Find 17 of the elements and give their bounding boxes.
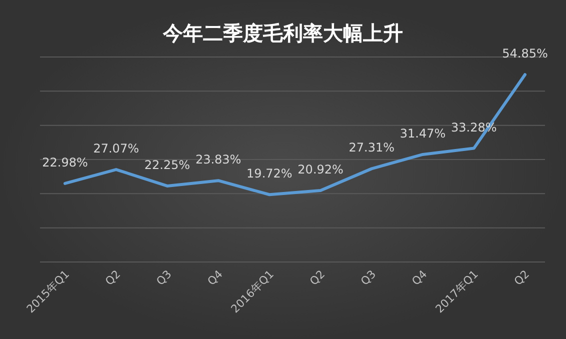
x-tick-label: Q2 <box>307 268 328 288</box>
data-label: 20.92% <box>298 162 344 177</box>
chart-title: 今年二季度毛利率大幅上升 <box>162 21 403 45</box>
data-label: 19.72% <box>246 166 292 181</box>
x-tick-label: Q3 <box>154 268 174 288</box>
x-tick-label: Q3 <box>358 268 379 288</box>
data-label: 31.47% <box>400 126 446 140</box>
data-label: 27.31% <box>348 140 395 155</box>
x-tick-label: Q4 <box>409 268 430 288</box>
data-label: 54.85% <box>502 46 548 61</box>
x-tick-label: Q4 <box>205 268 226 288</box>
x-tick-label: Q2 <box>512 268 532 288</box>
data-label: 22.25% <box>144 158 190 172</box>
data-label: 27.07% <box>93 142 139 156</box>
x-tick-label: Q2 <box>102 268 124 288</box>
data-label: 23.83% <box>195 152 242 167</box>
data-label: 22.98% <box>42 155 88 170</box>
